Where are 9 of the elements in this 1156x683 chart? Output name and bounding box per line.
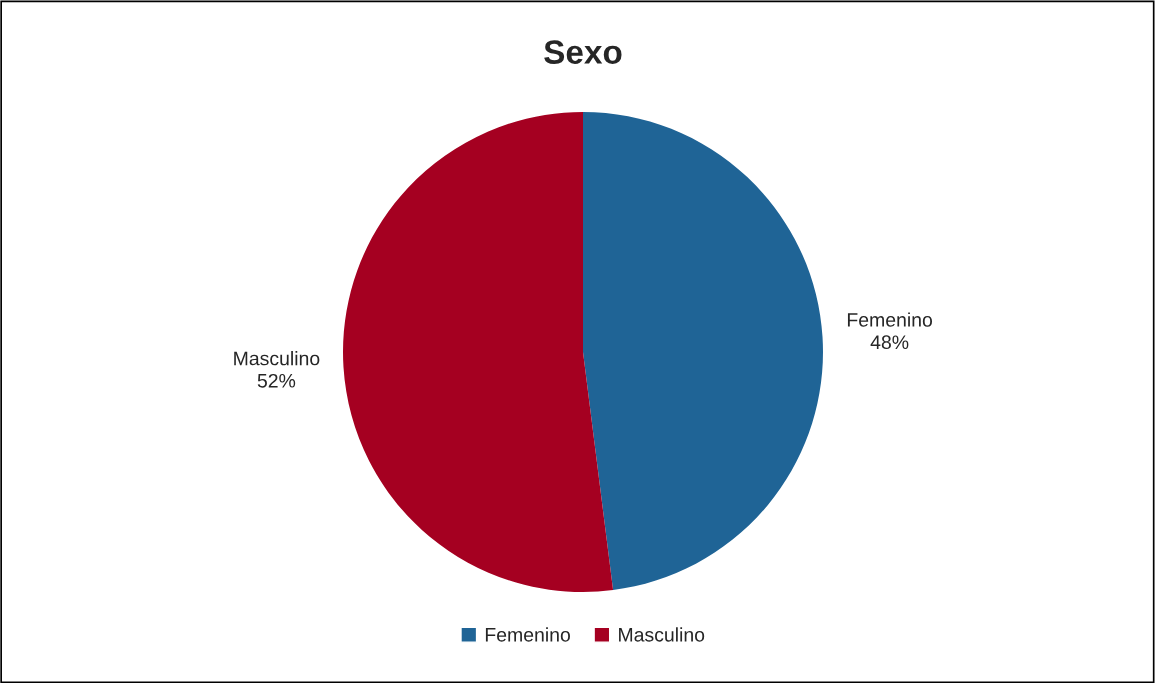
pie-slice <box>583 112 823 591</box>
legend-label: Masculino <box>619 627 705 642</box>
data-label: 48% <box>870 335 909 350</box>
slice-label: Masculino <box>234 351 320 366</box>
pie-slice <box>343 112 614 592</box>
slice-label: Femenino <box>847 312 933 327</box>
legend-label: Femenino <box>485 627 570 642</box>
data-label: 52% <box>257 373 296 388</box>
chart-title: Sexo <box>544 40 622 64</box>
